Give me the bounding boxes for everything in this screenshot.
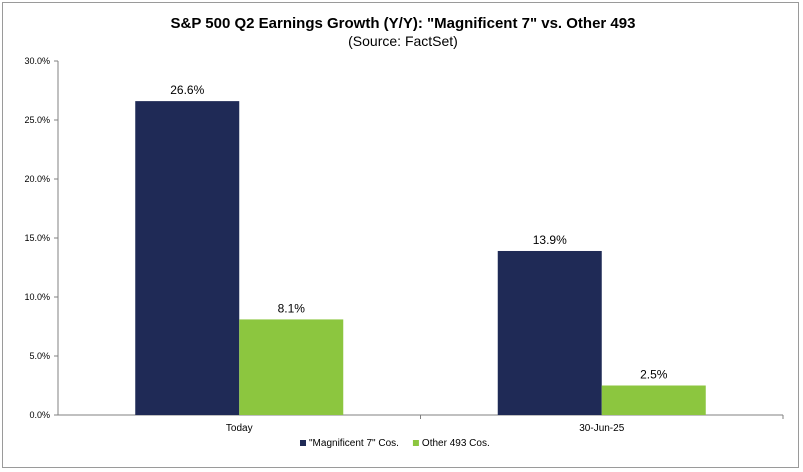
bar-data-label: 2.5% <box>640 368 668 382</box>
y-tick-label: 5.0% <box>29 351 50 361</box>
y-tick-label: 30.0% <box>24 56 50 66</box>
bar <box>239 319 344 415</box>
legend-swatch <box>412 440 419 446</box>
y-tick-label: 20.0% <box>24 174 50 184</box>
bar-data-label: 8.1% <box>278 301 306 315</box>
chart-subtitle: (Source: FactSet) <box>348 33 458 49</box>
chart-title: S&P 500 Q2 Earnings Growth (Y/Y): "Magni… <box>171 15 636 32</box>
bar-data-label: 26.6% <box>170 83 204 97</box>
legend: "Magnificent 7" Cos. Other 493 Cos. <box>300 438 490 449</box>
bar <box>497 250 602 415</box>
y-tick-label: 10.0% <box>24 292 50 302</box>
plot-area: 0.0% 5.0% 10.0% 15.0% 20.0% 25.0% 30.0% Today 26… <box>24 56 784 434</box>
chart-frame: S&P 500 Q2 Earnings Growth (Y/Y): "Magni… <box>2 2 799 468</box>
x-category-label: Today <box>226 423 253 434</box>
legend-label: "Magnificent 7" Cos. <box>309 438 399 449</box>
bar <box>135 101 240 416</box>
y-tick-label: 0.0% <box>29 410 50 420</box>
x-category-label: 30-Jun-25 <box>579 423 624 434</box>
legend-label: Other 493 Cos. <box>422 438 490 449</box>
legend-swatch <box>300 440 306 446</box>
chart-canvas: S&P 500 Q2 Earnings Growth (Y/Y): "Magni… <box>24 15 784 449</box>
y-tick-label: 25.0% <box>24 115 50 125</box>
bar <box>601 385 706 415</box>
bar-data-label: 13.9% <box>533 233 567 247</box>
y-tick-label: 15.0% <box>24 233 50 243</box>
